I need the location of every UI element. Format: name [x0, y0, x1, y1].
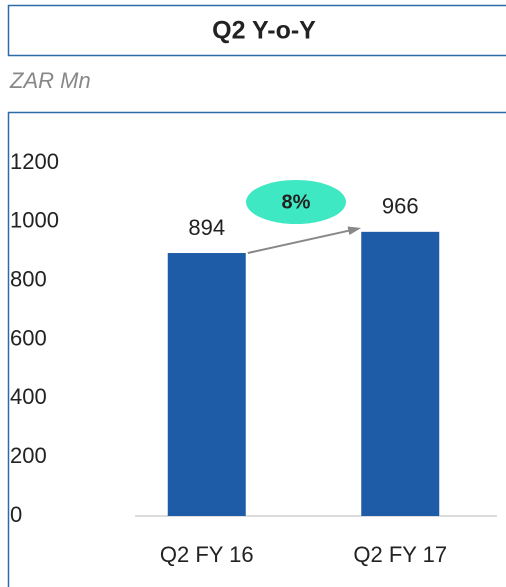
y-tick-label: 1200 [10, 149, 59, 174]
subtitle: ZAR Mn [9, 68, 91, 93]
arrow-head [347, 226, 362, 236]
y-tick-label: 600 [10, 325, 47, 350]
chart-box [7, 111, 506, 587]
arrow [247, 227, 358, 254]
y-tick-label: 1000 [10, 208, 59, 233]
x-tick-label: Q2 FY 16 [160, 542, 254, 567]
y-tick-label: 800 [10, 266, 47, 291]
annotation: 8% [282, 191, 311, 213]
data-label: 966 [382, 194, 419, 219]
y-tick-label: 0 [10, 502, 22, 527]
x-tick-label: Q2 FY 17 [353, 542, 447, 567]
chart-title: Q2 Y-o-Y [212, 17, 316, 45]
y-tick-label: 200 [10, 443, 47, 468]
title-box [7, 4, 506, 57]
bar [167, 253, 246, 516]
y-tick-label: 400 [10, 384, 47, 409]
bar [361, 231, 440, 516]
data-label: 894 [188, 215, 225, 240]
annotation-bubble [246, 180, 346, 224]
